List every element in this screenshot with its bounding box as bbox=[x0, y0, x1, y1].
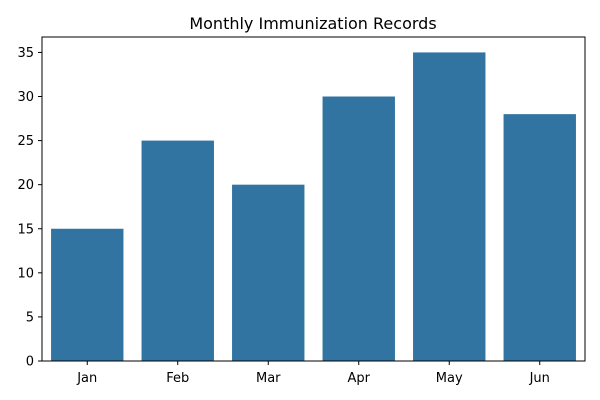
x-tick-label: Feb bbox=[166, 371, 189, 386]
x-axis: Jan Feb Mar Apr May Jun bbox=[76, 361, 550, 386]
bar-mar bbox=[232, 184, 305, 361]
bar-may bbox=[413, 52, 486, 362]
bars-group bbox=[51, 52, 576, 362]
y-tick-label: 35 bbox=[17, 46, 34, 61]
x-tick-label: Jun bbox=[529, 371, 550, 386]
bar-jun bbox=[503, 114, 576, 362]
x-tick-label: Mar bbox=[256, 371, 281, 386]
y-tick-label: 25 bbox=[17, 134, 34, 149]
bar-jan bbox=[51, 228, 124, 361]
chart-title: Monthly Immunization Records bbox=[189, 14, 436, 33]
plot-frame bbox=[41, 36, 586, 362]
x-tick-label: Jan bbox=[76, 371, 97, 386]
y-tick-label: 30 bbox=[17, 90, 34, 105]
y-tick-label: 5 bbox=[26, 310, 34, 325]
y-axis: 0 5 10 15 20 25 30 35 bbox=[17, 46, 42, 370]
y-tick-label: 0 bbox=[26, 355, 34, 370]
y-tick-label: 10 bbox=[17, 266, 34, 281]
bar-feb bbox=[141, 140, 214, 361]
y-tick-label: 15 bbox=[17, 222, 34, 237]
bar-apr bbox=[322, 96, 395, 362]
y-tick-label: 20 bbox=[17, 178, 34, 193]
x-tick-label: Apr bbox=[348, 371, 371, 386]
x-tick-label: May bbox=[436, 371, 463, 386]
